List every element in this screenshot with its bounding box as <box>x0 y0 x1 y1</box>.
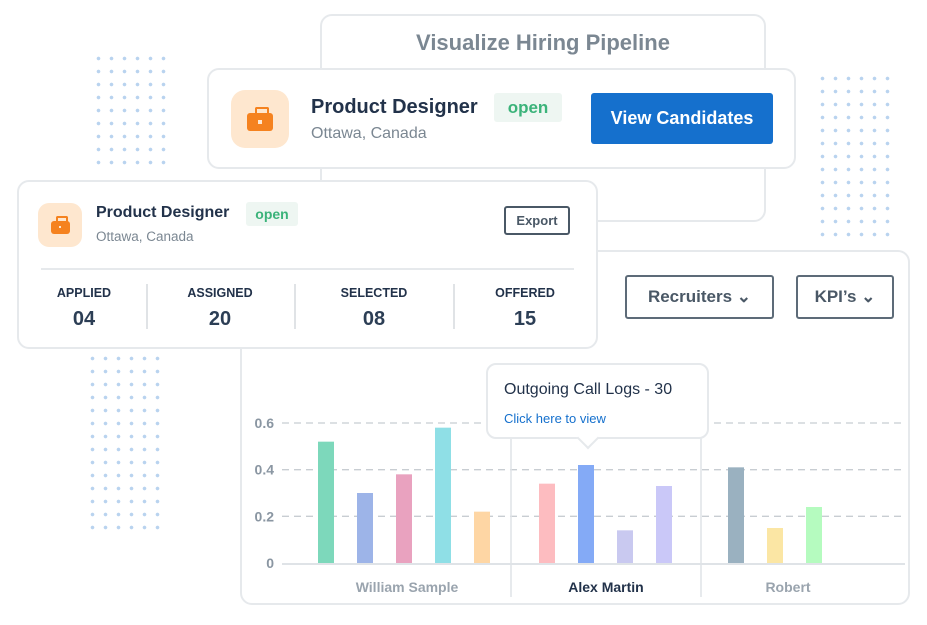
stat-value: 15 <box>513 308 537 330</box>
job-icon <box>231 90 289 148</box>
decorative-dots <box>92 52 170 172</box>
job-title: Product Designer <box>96 204 230 221</box>
job-location: Ottawa, Canada <box>311 125 427 142</box>
decorative-dots <box>816 72 894 244</box>
divider <box>146 284 148 329</box>
divider <box>294 284 296 329</box>
status-badge: open <box>494 93 562 122</box>
stat-label: OFFERED <box>495 286 555 300</box>
stat-value: 04 <box>72 308 96 330</box>
stat-label: APPLIED <box>56 286 112 300</box>
export-button[interactable]: Export <box>504 206 570 235</box>
stat-value: 20 <box>208 308 232 330</box>
divider <box>453 284 455 329</box>
recruiters-label: Recruiters <box>647 287 733 306</box>
stat-label: ASSIGNED <box>187 286 253 300</box>
stat-assigned: ASSIGNED 20 <box>169 286 271 331</box>
tooltip-title: Outgoing Call Logs - 30 <box>504 381 673 398</box>
stat-selected: SELECTED 08 <box>319 286 429 331</box>
chart-tooltip: Outgoing Call Logs - 30 Click here to vi… <box>486 363 709 439</box>
kpis-label: KPI’s <box>814 287 857 306</box>
view-candidates-button[interactable]: View Candidates <box>591 93 773 144</box>
decorative-dots <box>86 352 164 530</box>
job-icon <box>38 203 82 247</box>
job-card: Product Designer open Ottawa, Canada Vie… <box>207 68 796 169</box>
job-summary-card: Product Designer open Ottawa, Canada Exp… <box>17 180 598 349</box>
stat-label: SELECTED <box>340 286 408 300</box>
recruiters-dropdown[interactable]: Recruiters ⌄ <box>625 275 774 319</box>
status-badge: open <box>246 202 298 226</box>
chevron-down-icon: ⌄ <box>732 287 752 306</box>
chevron-down-icon: ⌄ <box>856 287 876 306</box>
tooltip-link[interactable]: Click here to view <box>504 411 606 426</box>
stat-value: 08 <box>362 308 386 330</box>
briefcase-icon <box>50 215 70 234</box>
stat-applied: APPLIED 04 <box>39 286 129 331</box>
job-location: Ottawa, Canada <box>96 229 194 244</box>
job-title: Product Designer <box>311 96 478 118</box>
briefcase-icon <box>247 106 273 131</box>
stat-offered: OFFERED 15 <box>479 286 571 331</box>
divider <box>41 268 574 270</box>
kpis-dropdown[interactable]: KPI’s ⌄ <box>796 275 894 319</box>
pipeline-title: Visualize Hiring Pipeline <box>416 30 670 55</box>
